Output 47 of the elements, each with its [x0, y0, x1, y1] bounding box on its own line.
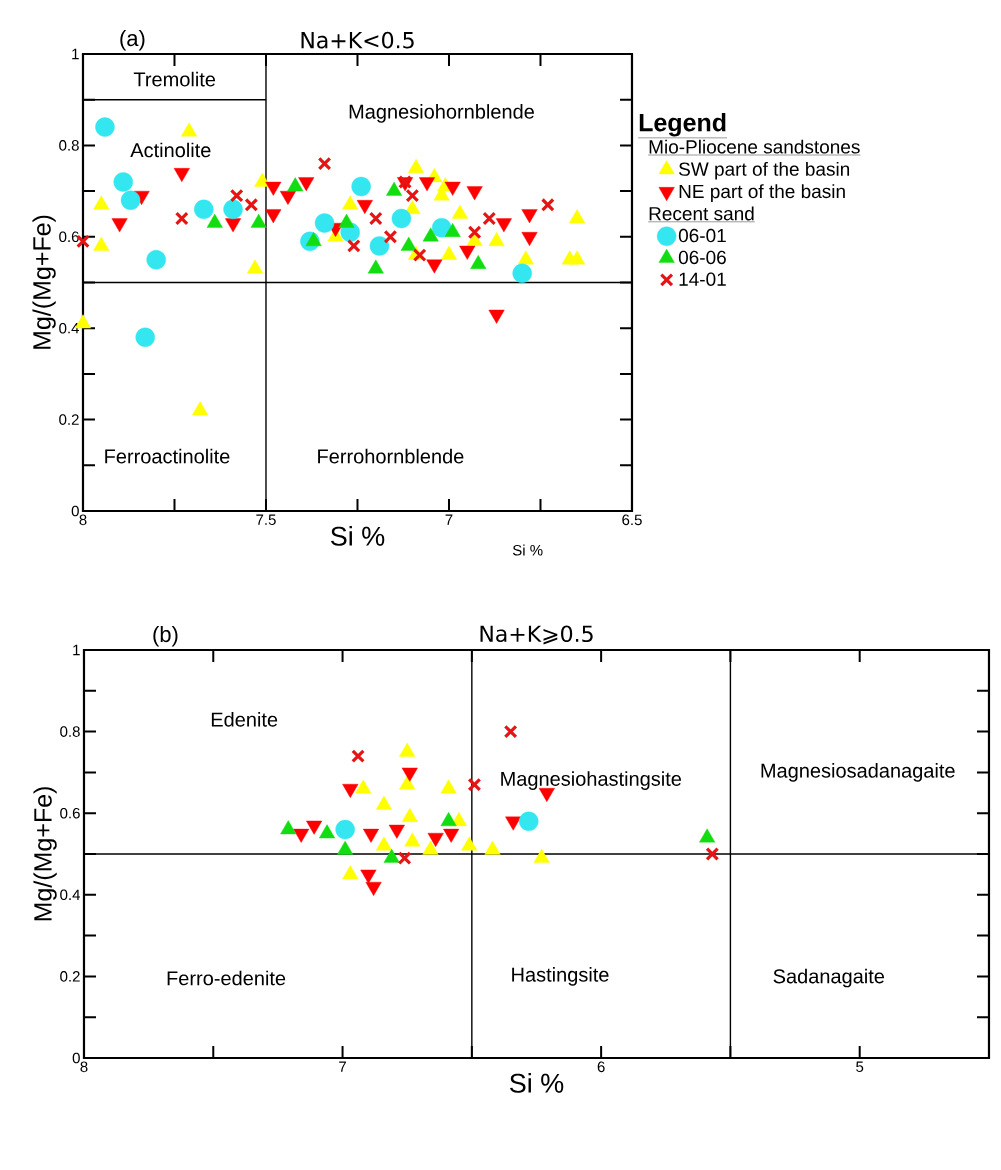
- legend-label: 06-01: [678, 228, 726, 243]
- annotation: Ferro-edenite: [167, 970, 286, 986]
- x-tick-label: 6: [597, 1061, 605, 1073]
- x-axis-title: Si %: [509, 1073, 564, 1093]
- legend-label: 14-01: [679, 272, 726, 286]
- annotation: Ferrohornblende: [318, 448, 464, 464]
- text: Si %: [512, 544, 543, 556]
- text: Recent sand: [649, 206, 754, 221]
- x-tick-label: 8: [80, 1061, 88, 1073]
- annotation: Edenite: [211, 712, 278, 727]
- annotation: Sadanagaite: [773, 968, 885, 988]
- y-axis-title: Mg/(Mg+Fe): [33, 787, 57, 921]
- annotation: Magnesiohastingsite: [501, 771, 682, 790]
- annotation: Tremolite: [133, 71, 216, 87]
- annotation: Hastingsite: [512, 967, 609, 986]
- x-tick-label: 7: [339, 1061, 346, 1072]
- text: Mio-Pliocene sandstones: [649, 139, 860, 154]
- legend-title: Legend: [639, 113, 726, 137]
- x-tick-label: 7: [445, 514, 453, 525]
- chart-title: Na+K⩾0.5: [480, 625, 593, 645]
- y-tick-label: 0.6: [59, 231, 79, 243]
- annotation: Magnesiohornblende: [349, 104, 534, 123]
- y-tick-label: 0.6: [60, 807, 80, 819]
- annotation: Actinolite: [130, 142, 211, 158]
- y-tick-label: 0: [72, 1052, 80, 1064]
- x-tick-label: 6.5: [622, 514, 642, 526]
- y-tick-label: 0: [71, 505, 79, 517]
- y-tick-label: 0.4: [60, 889, 81, 901]
- x-tick-label: 7.5: [256, 514, 276, 525]
- x-tick-label: 8: [79, 514, 87, 526]
- y-tick-label: 1: [73, 644, 80, 656]
- y-tick-label: 0.8: [59, 140, 79, 151]
- x-tick-label: 5: [856, 1061, 864, 1072]
- annotation: Ferroactinolite: [105, 448, 230, 464]
- y-axis-title: Mg/(Mg+Fe): [32, 215, 56, 349]
- y-tick-label: 0.2: [59, 414, 79, 425]
- y-tick-label: 0.8: [60, 726, 80, 737]
- text: (b): [153, 625, 178, 647]
- annotation: Magnesiosadanagaite: [761, 763, 955, 782]
- legend-label: SW part of the basin: [679, 161, 850, 180]
- text: (a): [120, 29, 145, 51]
- x-axis-title: Si %: [330, 526, 385, 546]
- y-tick-label: 1: [72, 48, 79, 60]
- legend-label: NE part of the basin: [679, 184, 845, 202]
- legend-label: 06-06: [678, 250, 726, 265]
- chart-title: Na+K<0.5: [301, 31, 414, 49]
- y-tick-label: 0.2: [60, 971, 80, 982]
